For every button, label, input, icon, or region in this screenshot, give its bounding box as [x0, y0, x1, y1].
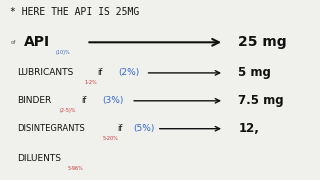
Text: BINDER: BINDER [18, 96, 52, 105]
Text: (2-5)%: (2-5)% [59, 108, 76, 113]
Text: DILUENTS: DILUENTS [18, 154, 61, 163]
Text: API: API [24, 35, 50, 49]
Text: 5-20%: 5-20% [102, 136, 118, 141]
Text: (10)%: (10)% [56, 50, 71, 55]
Text: 25 mg: 25 mg [238, 35, 287, 49]
Text: DISINTEGRANTS: DISINTEGRANTS [18, 124, 85, 133]
Text: 5 mg: 5 mg [238, 66, 271, 79]
Text: (5%): (5%) [133, 124, 154, 133]
Text: (2%): (2%) [118, 68, 140, 77]
Text: 12,: 12, [238, 122, 259, 135]
Text: of: of [11, 40, 17, 45]
Text: 5-96%: 5-96% [67, 166, 83, 171]
Text: if: if [117, 124, 122, 133]
Text: if: if [98, 68, 103, 77]
Text: (3%): (3%) [102, 96, 124, 105]
Text: LUBRICANTS: LUBRICANTS [18, 68, 74, 77]
Text: 7.5 mg: 7.5 mg [238, 94, 284, 107]
Text: * HERE THE API IS 25MG: * HERE THE API IS 25MG [10, 7, 139, 17]
Text: 1-2%: 1-2% [85, 80, 97, 85]
Text: if: if [82, 96, 87, 105]
